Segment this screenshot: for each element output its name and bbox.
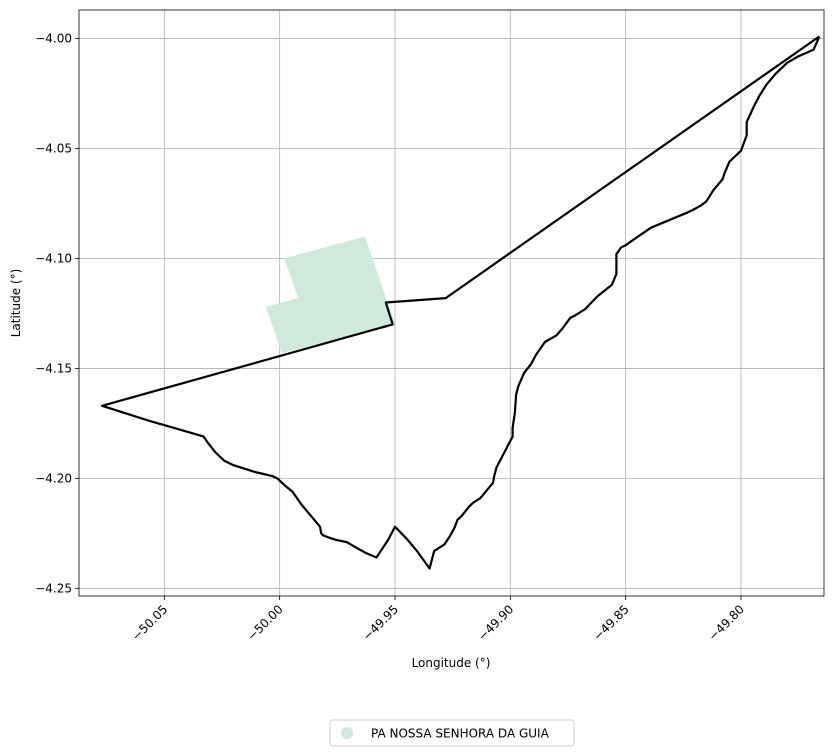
settlement-area-polygon [265,236,395,353]
x-tick-label: −49.95 [360,602,401,643]
x-tick-label: −49.85 [590,602,631,643]
y-tick-label: −4.15 [35,361,72,375]
legend-marker [341,727,353,739]
legend-label: PA NOSSA SENHORA DA GUIA [371,727,550,741]
y-tick-label: −4.05 [35,142,72,156]
boundary-line [100,35,821,570]
y-tick-label: −4.10 [35,251,72,265]
x-tick-label: −49.80 [706,602,747,643]
axis-ticks: −50.05 −50.00 −49.95 −49.90 −49.85 −49.80 −4.0… [35,32,747,644]
settlement-areas [265,236,395,353]
plot-frame [78,9,825,597]
x-axis-title: Longitude (°) [412,656,491,670]
x-tick-label: −49.90 [475,602,516,643]
legend-frame [329,719,575,747]
y-tick-label: −4.25 [35,581,72,595]
boundary-outline [100,35,821,570]
y-axis-title: Latitude (°) [9,269,23,338]
y-tick-label: −4.00 [35,32,72,46]
legend: PA NOSSA SENHORA DA GUIA [329,719,575,747]
x-tick-label: −50.00 [244,602,285,643]
y-tick-label: −4.20 [35,471,72,485]
x-tick-label: −50.05 [129,602,170,643]
grid-lines [79,10,824,596]
